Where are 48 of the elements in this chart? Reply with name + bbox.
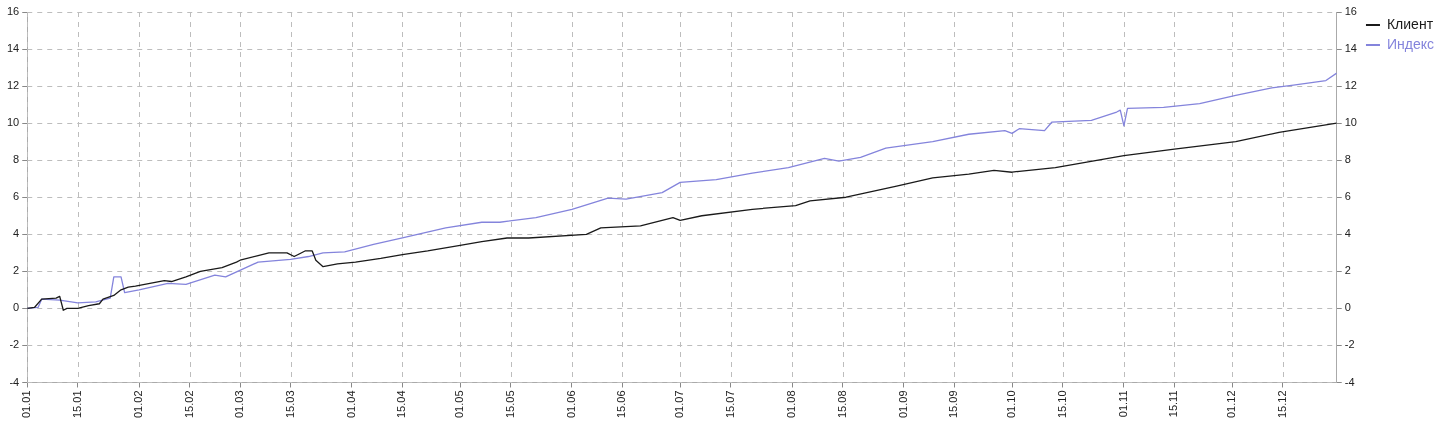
y2-tick-label: 4: [1344, 227, 1351, 240]
y2-tick-label: 0: [1344, 301, 1351, 314]
y-tick-label: 14: [6, 42, 20, 55]
x-tick-label: 15.06: [615, 390, 628, 418]
y-tick-label: 16: [6, 5, 20, 18]
x-tick-label: 01.11: [1116, 390, 1129, 418]
legend-label: Индекс: [1386, 35, 1434, 52]
y-tick-label: 4: [13, 227, 20, 240]
x-tick-label: 15.08: [835, 390, 848, 418]
y2-tick-label: 2: [1344, 264, 1351, 277]
y2-tick-label: 8: [1344, 153, 1351, 166]
x-tick-label: 01.12: [1225, 390, 1238, 418]
x-tick-label: 15.05: [503, 390, 516, 418]
x-tick-label: 01.10: [1005, 390, 1018, 418]
y2-tick-label: 16: [1344, 5, 1357, 18]
y-tick-label: 12: [6, 79, 20, 92]
x-tick-label: 15.07: [723, 390, 736, 418]
x-tick-label: 15.10: [1055, 390, 1068, 418]
y2-tick-label: -4: [1344, 375, 1355, 388]
y2-tick-label: 6: [1344, 190, 1351, 203]
x-tick-label: 01.05: [453, 390, 466, 418]
x-tick-label: 01.04: [344, 390, 357, 418]
y-tick-label: 2: [13, 264, 20, 277]
x-tick-label: 01.02: [132, 390, 145, 418]
y-tick-label: 0: [13, 301, 20, 314]
y-tick-label: 8: [13, 153, 20, 166]
y2-tick-label: 14: [1344, 42, 1357, 55]
x-tick-label: 01.03: [233, 390, 246, 418]
x-tick-label: 15.02: [182, 390, 195, 418]
y-tick-label: 6: [13, 190, 20, 203]
x-tick-label: 15.01: [70, 390, 83, 418]
y-tick-label: -2: [9, 338, 20, 351]
y2-tick-label: 12: [1344, 79, 1357, 92]
x-tick-label: 01.09: [896, 390, 909, 418]
y2-tick-label: -2: [1344, 338, 1355, 351]
y2-tick-label: 10: [1344, 116, 1357, 129]
y-tick-label: 10: [6, 116, 20, 129]
x-tick-label: 15.11: [1167, 390, 1180, 418]
y-tick-label: -4: [9, 375, 20, 388]
x-tick-label: 15.04: [395, 390, 408, 418]
legend-label: Клиент: [1386, 15, 1434, 32]
x-tick-label: 01.08: [785, 390, 798, 418]
x-tick-label: 01.06: [564, 390, 577, 418]
x-tick-label: 15.03: [283, 390, 296, 418]
x-tick-label: 01.07: [673, 390, 686, 418]
x-tick-label: 15.12: [1275, 390, 1288, 418]
x-tick-label: 01.01: [20, 390, 33, 418]
x-tick-label: 15.09: [947, 390, 960, 418]
